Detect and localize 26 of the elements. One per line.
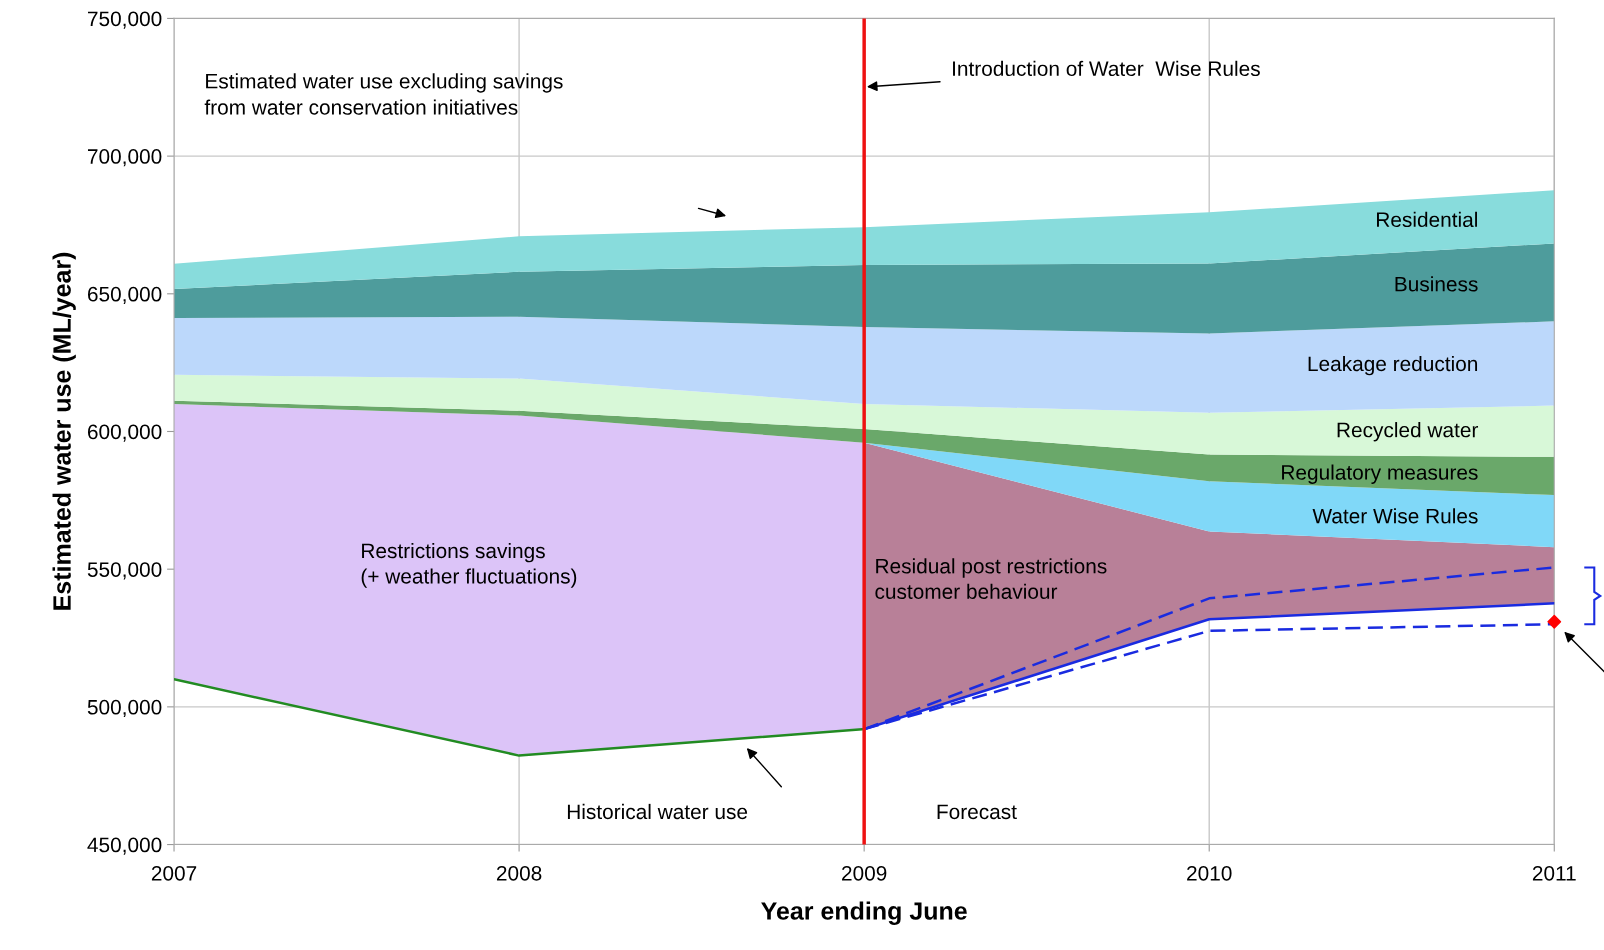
series-label: Restrictions savings (+ weather fluctuations) [361,542,577,588]
y-tick-label: 650,000 [87,286,162,305]
series-label: Residual post restrictions customer behaviour [875,558,1107,599]
ref-line-label: Introduction of Water Wise Rules [953,60,1260,77]
series-label: Water Wise Rules [1312,508,1478,524]
x-tick-label: 2010 [1187,865,1232,881]
y-tick-label: 500,000 [87,699,162,718]
series-label: Regulatory measures [1282,464,1478,484]
y-tick-label: 550,000 [87,562,162,580]
series-label: Residential [1377,211,1477,228]
series-label: Recycled water [1337,422,1479,442]
x-axis-title: Year ending June [761,901,967,925]
annotation: Estimated water use excluding savings from water conservation initiatives [204,73,563,115]
y-tick-label: 600,000 [87,424,162,442]
annotation: Historical water use [567,803,748,820]
x-tick-label: 2007 [151,865,197,881]
series-label: Leakage reduction [1308,355,1478,376]
x-tick-label: 2011 [1532,865,1576,881]
x-tick-label: 2008 [496,865,542,881]
y-tick-label: 450,000 [87,837,162,855]
y-axis-title: Estimated water use (ML/year) [52,252,76,610]
y-tick-label: 750,000 [88,11,162,29]
series-label: Business [1395,276,1478,292]
annotation: Forecast [937,804,1017,820]
y-tick-label: 700,000 [88,149,162,167]
x-tick-label: 2009 [842,865,887,881]
